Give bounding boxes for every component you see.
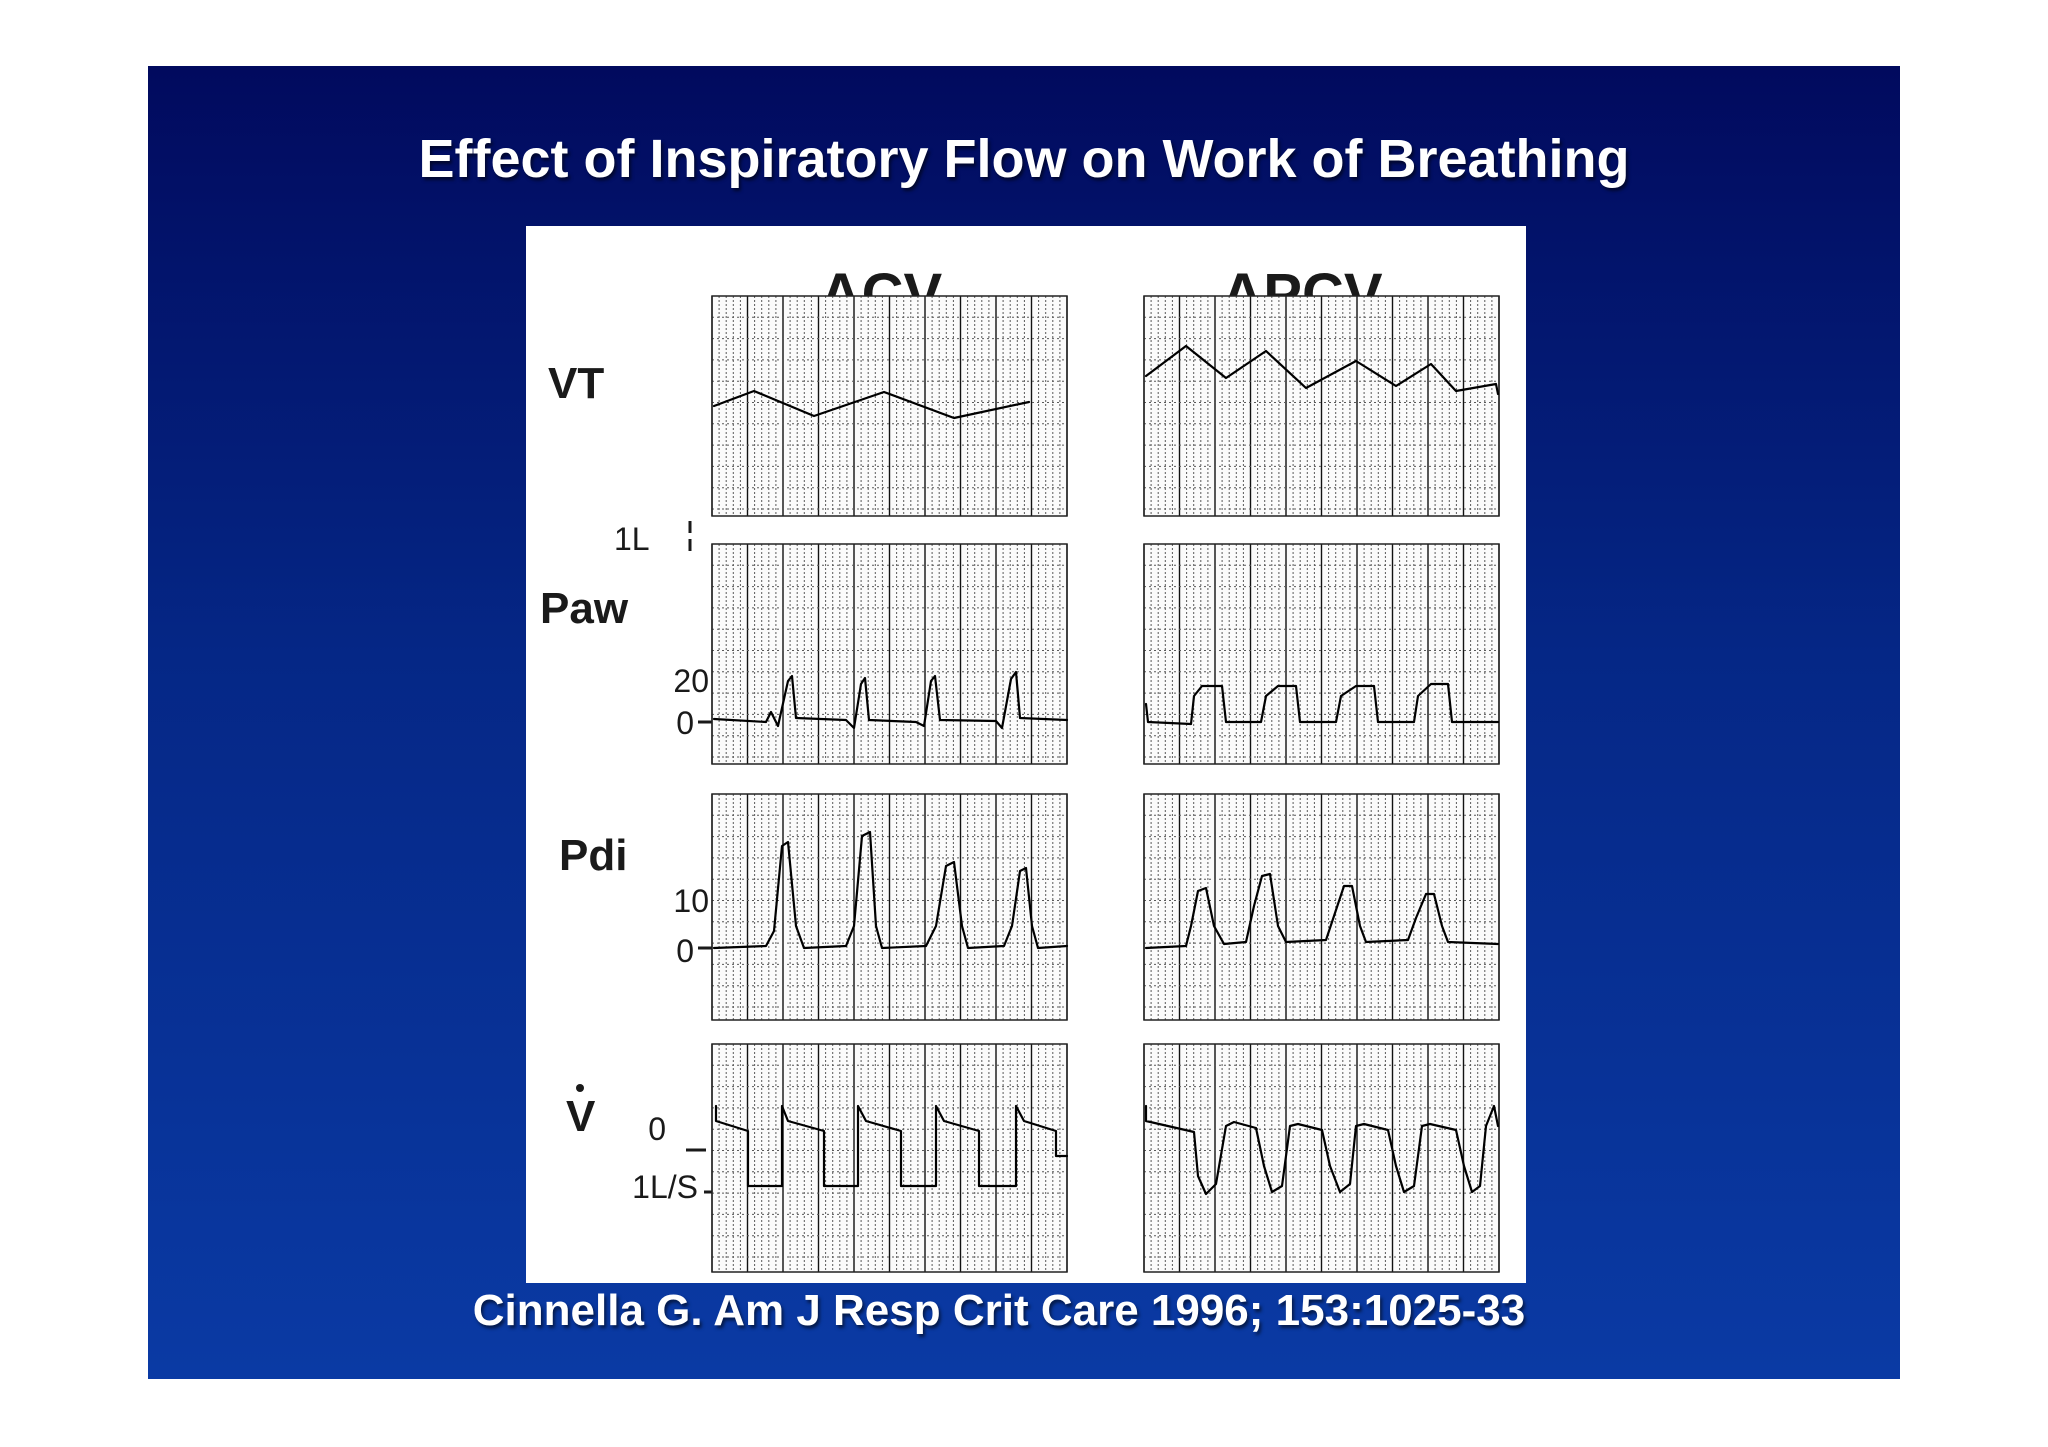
trace-apcv-vt: [1144, 344, 1500, 396]
citation: Cinnella G. Am J Resp Crit Care 1996; 15…: [472, 1286, 1526, 1335]
trace-acv-paw: [712, 670, 1069, 730]
trace-apcv-pdi: [1144, 872, 1500, 950]
trace-apcv-v: [1144, 1104, 1500, 1196]
scale-label-v-1ls: 1L/S: [632, 1169, 698, 1205]
row-label-pdi: Pdi: [559, 831, 627, 880]
scale-label-pdi-0: 0: [676, 933, 694, 969]
panel-apcv-paw: [1143, 543, 1500, 765]
row-label-v: V: [566, 1092, 596, 1141]
panel-apcv-pdi: [1143, 793, 1500, 1021]
row-label-vt: VT: [548, 359, 604, 408]
panel-border: [711, 793, 1068, 1021]
panel-acv-v: [711, 1043, 1068, 1273]
panel-border: [1143, 543, 1500, 765]
trace-acv-vt: [712, 389, 1031, 420]
panel-border: [711, 295, 1068, 517]
waveform-figure: ACV APCV VT 1L Paw 20 0 Pdi 10 0 V 0 1L/…: [526, 226, 1526, 1283]
scale-label-paw-20: 20: [673, 663, 709, 699]
scale-label-paw-0: 0: [676, 705, 694, 741]
panel-border: [1143, 295, 1500, 517]
trace-acv-pdi: [712, 830, 1069, 950]
panel-acv-paw: [711, 543, 1068, 765]
panel-apcv-vt: [1143, 295, 1500, 517]
waveform-figure-svg: ACV APCV VT 1L Paw 20 0 Pdi 10 0 V 0 1L/…: [540, 262, 1500, 1273]
panel-border: [1143, 1043, 1500, 1273]
row-label-paw: Paw: [540, 584, 629, 633]
scale-label-vt-1l: 1L: [614, 521, 650, 557]
trace-acv-v: [714, 1104, 1069, 1188]
panel-apcv-v: [1143, 1043, 1500, 1273]
scale-label-pdi-10: 10: [673, 883, 709, 919]
slide-title: Effect of Inspiratory Flow on Work of Br…: [418, 129, 1630, 189]
panel-border: [711, 543, 1068, 765]
panel-border: [711, 1043, 1068, 1273]
trace-apcv-paw: [1144, 682, 1500, 726]
row-label-v-dot: [576, 1084, 584, 1092]
scale-label-v-0: 0: [648, 1111, 666, 1147]
panel-border: [1143, 793, 1500, 1021]
waveform-panels: [711, 295, 1500, 1273]
slide-background: Effect of Inspiratory Flow on Work of Br…: [148, 66, 1900, 1379]
panel-acv-pdi: [711, 793, 1068, 1021]
